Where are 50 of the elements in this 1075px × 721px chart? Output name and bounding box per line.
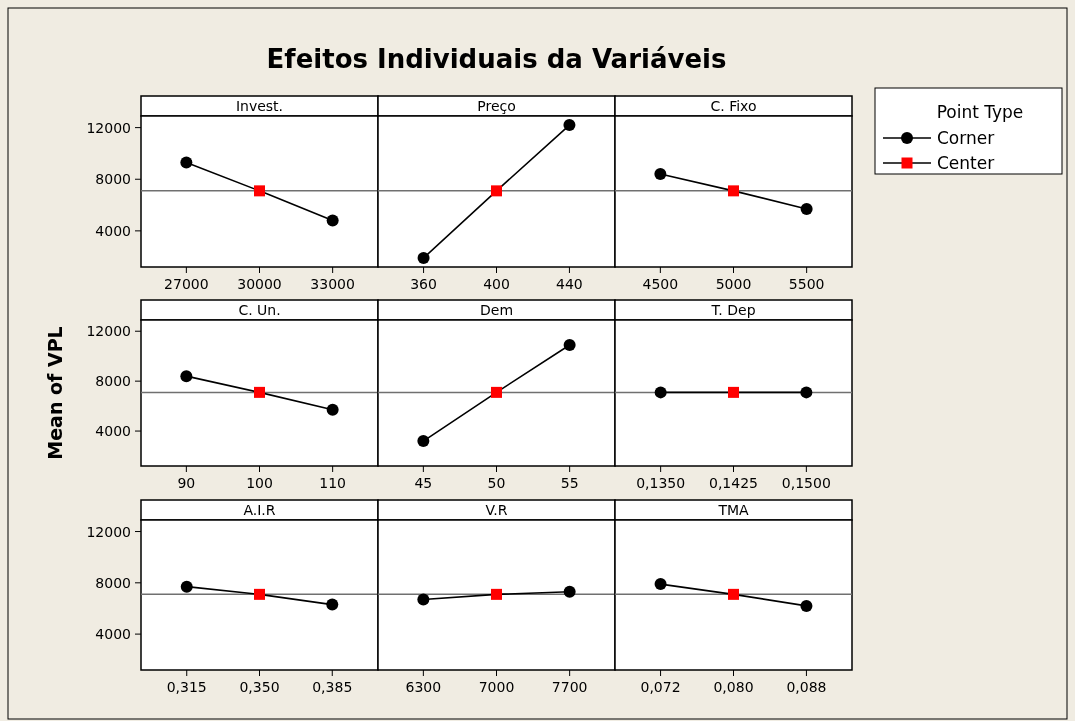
chart-title: C. Fixo (710, 98, 757, 114)
legend-label: Center (937, 153, 995, 173)
y-tick-label: 8000 (95, 171, 131, 188)
x-tick-label: 440 (556, 276, 583, 292)
x-tick-label: 5500 (788, 276, 825, 292)
chart-title: TMA (717, 502, 750, 518)
x-tick-label: 4500 (642, 276, 679, 292)
legend-label: Corner (937, 128, 995, 148)
x-tick-label: 0,1350 (636, 475, 686, 491)
chart-title: Preço (477, 98, 516, 114)
x-tick-label: 7000 (478, 679, 515, 695)
y-tick-label: 12000 (86, 119, 131, 136)
x-tick-label: 0,072 (640, 679, 681, 695)
x-tick-label: 50 (487, 475, 506, 491)
chart-title: C. Un. (238, 302, 281, 318)
x-tick-label: 100 (246, 475, 273, 491)
y-tick-label: 4000 (95, 626, 131, 643)
chart-title: A.I.R (243, 502, 276, 518)
y-axis-title: Mean of VPL (44, 326, 66, 460)
x-tick-label: 27000 (164, 276, 209, 292)
x-tick-label: 6300 (405, 679, 442, 695)
y-tick-label: 8000 (95, 373, 131, 390)
x-tick-label: 90 (177, 475, 196, 491)
x-tick-label: 0,1425 (709, 475, 758, 491)
x-tick-label: 33000 (310, 276, 355, 292)
x-tick-label: 5000 (715, 276, 752, 292)
y-tick-label: 4000 (95, 423, 131, 440)
chart-title: Dem (479, 302, 514, 318)
x-tick-label: 0,080 (713, 679, 754, 695)
x-tick-label: 30000 (237, 276, 282, 292)
x-tick-label: 0,315 (166, 679, 207, 695)
legend-title: Point Type (936, 102, 1024, 122)
y-tick-label: 12000 (86, 523, 131, 540)
x-tick-label: 0,088 (786, 679, 827, 695)
y-tick-label: 12000 (86, 323, 131, 340)
chart-title: Invest. (235, 98, 284, 114)
text: Efeitos Individuais da Variáveis (266, 44, 727, 74)
chart-title: V.R (485, 502, 508, 518)
x-tick-label: 0,385 (312, 679, 353, 695)
chart-title: T. Dep (710, 302, 756, 318)
x-tick-label: 55 (560, 475, 579, 491)
y-tick-label: 8000 (95, 574, 131, 591)
x-tick-label: 7700 (551, 679, 588, 695)
x-tick-label: 45 (414, 475, 433, 491)
x-tick-label: 400 (483, 276, 510, 292)
y-tick-label: 4000 (95, 222, 131, 239)
x-tick-label: 360 (410, 276, 437, 292)
x-tick-label: 0,1500 (781, 475, 831, 491)
x-tick-label: 110 (319, 475, 347, 491)
x-tick-label: 0,350 (239, 679, 280, 695)
